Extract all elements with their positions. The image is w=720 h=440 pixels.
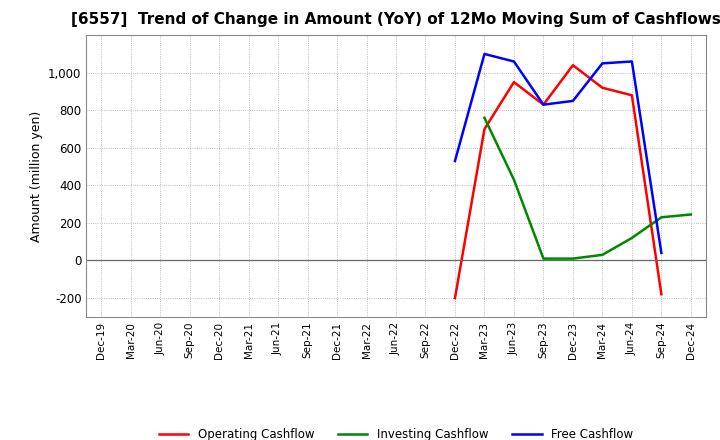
Investing Cashflow bbox=[539, 256, 548, 261]
Free Cashflow bbox=[569, 98, 577, 103]
Free Cashflow bbox=[510, 59, 518, 64]
Legend: Operating Cashflow, Investing Cashflow, Free Cashflow: Operating Cashflow, Investing Cashflow, … bbox=[154, 424, 638, 440]
Investing Cashflow bbox=[569, 256, 577, 261]
Line: Operating Cashflow: Operating Cashflow bbox=[455, 65, 662, 298]
Free Cashflow bbox=[539, 102, 548, 107]
Investing Cashflow bbox=[628, 235, 636, 241]
Title: [6557]  Trend of Change in Amount (YoY) of 12Mo Moving Sum of Cashflows: [6557] Trend of Change in Amount (YoY) o… bbox=[71, 12, 720, 27]
Operating Cashflow bbox=[480, 126, 489, 132]
Operating Cashflow bbox=[598, 85, 607, 90]
Investing Cashflow bbox=[687, 212, 696, 217]
Free Cashflow bbox=[451, 158, 459, 164]
Investing Cashflow bbox=[510, 177, 518, 183]
Free Cashflow bbox=[628, 59, 636, 64]
Free Cashflow bbox=[598, 61, 607, 66]
Operating Cashflow bbox=[657, 292, 666, 297]
Operating Cashflow bbox=[628, 93, 636, 98]
Investing Cashflow bbox=[480, 115, 489, 121]
Line: Free Cashflow: Free Cashflow bbox=[455, 54, 662, 253]
Investing Cashflow bbox=[598, 252, 607, 257]
Operating Cashflow bbox=[569, 62, 577, 68]
Free Cashflow bbox=[480, 51, 489, 57]
Operating Cashflow bbox=[539, 102, 548, 107]
Free Cashflow bbox=[657, 250, 666, 256]
Investing Cashflow bbox=[657, 215, 666, 220]
Line: Investing Cashflow: Investing Cashflow bbox=[485, 118, 691, 259]
Y-axis label: Amount (million yen): Amount (million yen) bbox=[30, 110, 42, 242]
Operating Cashflow bbox=[510, 80, 518, 85]
Operating Cashflow bbox=[451, 295, 459, 301]
